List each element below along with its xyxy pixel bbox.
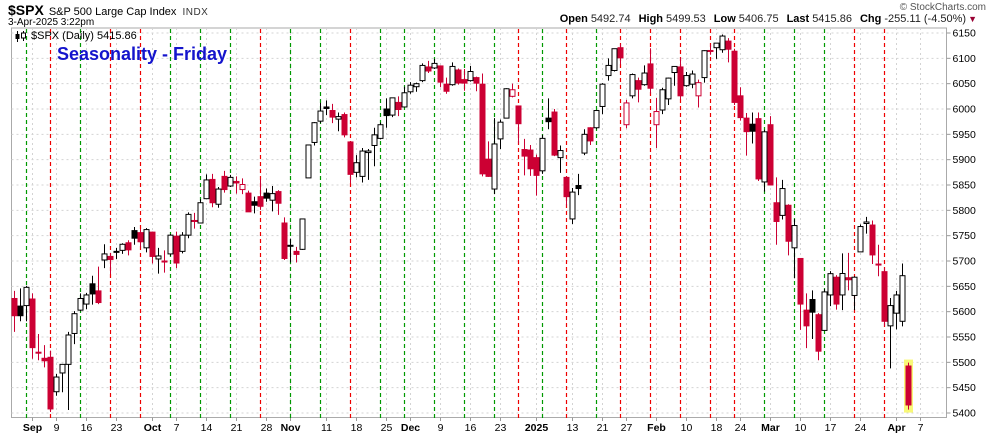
svg-text:10: 10 <box>795 422 807 434</box>
svg-text:6000: 6000 <box>953 104 977 116</box>
svg-text:17: 17 <box>825 422 837 434</box>
svg-text:Oct: Oct <box>144 422 162 434</box>
svg-text:Dec: Dec <box>401 422 420 434</box>
svg-text:11: 11 <box>321 422 332 434</box>
svg-text:5800: 5800 <box>953 205 977 217</box>
svg-text:5500: 5500 <box>953 357 977 369</box>
svg-text:6150: 6150 <box>953 28 977 40</box>
exchange-label: INDX <box>182 7 209 18</box>
symbol: $SPX <box>8 2 44 18</box>
svg-text:6050: 6050 <box>953 78 977 90</box>
svg-text:18: 18 <box>711 422 723 434</box>
quote-summary: Open 5492.74 High 5499.53 Low 5406.75 Last 5415… <box>560 13 977 25</box>
svg-text:13: 13 <box>567 422 579 434</box>
svg-text:5650: 5650 <box>953 281 977 293</box>
svg-text:5700: 5700 <box>953 256 977 268</box>
seasonality-annotation: Seasonality - Friday <box>57 44 228 64</box>
low-value: 5406.75 <box>738 13 779 25</box>
high-label: High <box>638 13 664 25</box>
svg-text:Feb: Feb <box>647 422 666 434</box>
svg-text:27: 27 <box>621 422 633 434</box>
svg-text:24: 24 <box>735 422 747 434</box>
high-value: 5499.53 <box>666 13 706 25</box>
svg-text:21: 21 <box>597 422 609 434</box>
low-label: Low <box>713 13 736 25</box>
svg-text:7: 7 <box>918 422 924 434</box>
svg-text:5450: 5450 <box>953 382 977 394</box>
svg-text:5400: 5400 <box>953 408 977 420</box>
svg-text:2025: 2025 <box>525 422 549 434</box>
svg-text:6100: 6100 <box>953 53 977 65</box>
last-value: 5415.86 <box>812 13 852 25</box>
svg-text:5550: 5550 <box>953 332 977 344</box>
open-value: 5492.74 <box>590 13 631 25</box>
svg-text:Mar: Mar <box>761 422 780 434</box>
svg-text:18: 18 <box>351 422 363 434</box>
svg-text:5850: 5850 <box>953 180 977 192</box>
change-label: Chg <box>859 13 882 25</box>
svg-text:5750: 5750 <box>953 230 977 242</box>
open-label: Open <box>559 13 588 25</box>
series-label: $SPX (Daily) 5415.86 <box>31 30 137 42</box>
last-label: Last <box>786 13 810 25</box>
svg-text:5900: 5900 <box>953 154 977 166</box>
svg-text:Nov: Nov <box>281 422 301 434</box>
svg-text:5950: 5950 <box>953 129 977 141</box>
index-name: S&P 500 Large Cap Index <box>48 6 177 18</box>
svg-text:28: 28 <box>261 422 273 434</box>
candlestick-style-icon <box>15 30 26 42</box>
svg-text:5600: 5600 <box>953 306 977 318</box>
change-value: -255.11 (-4.50%) <box>884 13 967 25</box>
svg-text:9: 9 <box>438 422 444 434</box>
svg-text:9: 9 <box>54 422 60 434</box>
copyright-note: © StockCharts.com <box>899 2 986 13</box>
svg-text:23: 23 <box>111 422 123 434</box>
svg-text:21: 21 <box>231 422 243 434</box>
svg-text:23: 23 <box>495 422 507 434</box>
svg-text:16: 16 <box>465 422 477 434</box>
svg-text:7: 7 <box>174 422 180 434</box>
svg-text:10: 10 <box>681 422 693 434</box>
svg-text:14: 14 <box>201 422 213 434</box>
svg-text:24: 24 <box>855 422 867 434</box>
series-legend: $SPX (Daily) 5415.86 <box>14 30 137 42</box>
svg-text:25: 25 <box>381 422 393 434</box>
svg-text:Sep: Sep <box>23 422 42 434</box>
chart-title: $SPX S&P 500 Large Cap Index INDX <box>8 2 208 20</box>
change-down-triangle-icon: ▼ <box>968 14 977 24</box>
chart-datetime: 3-Apr-2025 3:22pm <box>8 17 95 28</box>
svg-text:16: 16 <box>81 422 93 434</box>
svg-text:Apr: Apr <box>887 422 905 434</box>
